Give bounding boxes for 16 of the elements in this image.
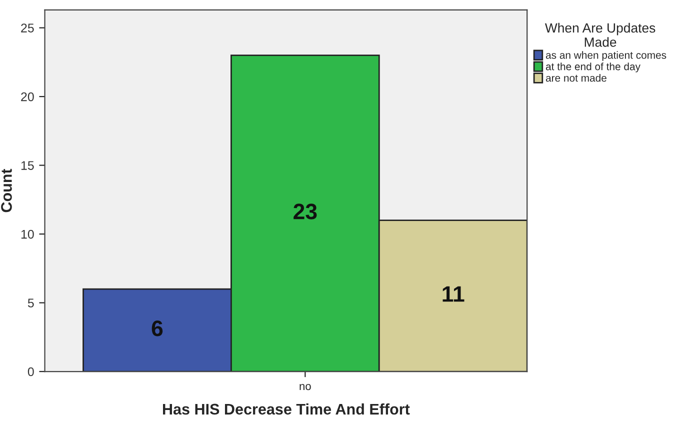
legend-label: are not made: [546, 74, 606, 82]
data-label: 23: [294, 204, 317, 220]
y-tick-label: 15: [21, 161, 34, 170]
x-tick-label: no: [300, 384, 311, 390]
y-tick-label: 0: [28, 367, 34, 376]
y-tick-label: 5: [28, 298, 34, 308]
y-axis-title: Count: [1, 168, 12, 212]
data-label: 11: [442, 286, 464, 302]
y-tick-label: 20: [21, 92, 34, 102]
legend-label: as an when patient comes: [546, 51, 666, 61]
data-label: 6: [152, 320, 163, 336]
y-tick-label: 10: [21, 230, 34, 239]
y-tick-label: 25: [21, 24, 34, 32]
legend-label: at the end of the day: [546, 62, 640, 72]
legend-title: When Are Updates Made: [544, 22, 656, 47]
x-axis-title: Has HIS Decrease Time And Effort: [163, 403, 410, 415]
